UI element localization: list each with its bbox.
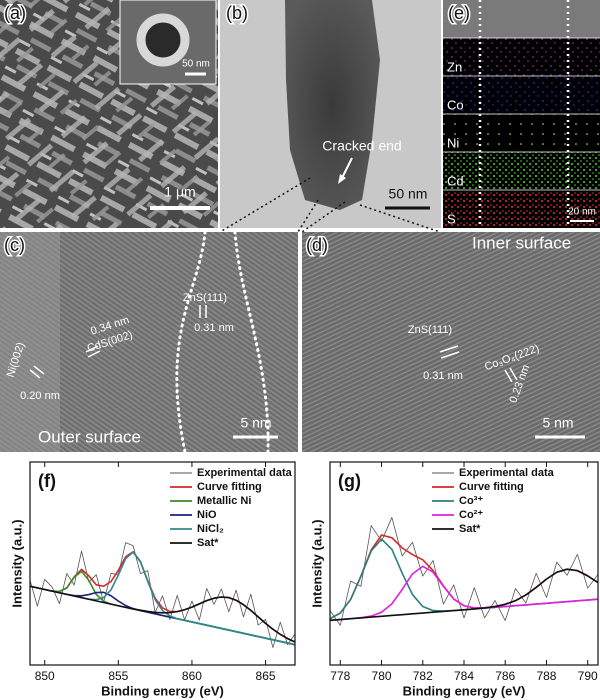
interface-line [175, 230, 207, 454]
panel-a: 50 nm 1 μm (a) [0, 0, 218, 228]
arrow-head [338, 174, 346, 184]
y-axis-label: Intensity (a.u.) [9, 519, 24, 607]
series-line [330, 568, 598, 622]
x-tick-label: 855 [108, 669, 128, 683]
fringe-markers [29, 305, 207, 379]
panel-label: (e) [448, 3, 470, 23]
scale-text: 5 nm [240, 415, 271, 431]
x-tick-label: 865 [256, 669, 276, 683]
element-label: Ni [447, 135, 459, 150]
axis-frame [29, 461, 296, 666]
element-label: Cd [447, 173, 464, 188]
legend-label: Sat* [197, 537, 219, 549]
plot-series [30, 542, 295, 648]
series-line [330, 565, 598, 622]
x-tick-label: 780 [372, 669, 392, 683]
guide-lines [478, 0, 570, 228]
legend-label: Curve fitting [459, 481, 524, 493]
legend-label: Metallic Ni [197, 495, 251, 507]
plot-area [330, 462, 598, 665]
series-line [30, 585, 295, 643]
element-label: S [447, 211, 456, 226]
fringe-markers [439, 345, 518, 383]
haadf-image [443, 0, 600, 38]
series-line [30, 542, 295, 648]
plot-area [30, 462, 295, 665]
legend-label: Experimental data [197, 467, 293, 479]
tube [285, 0, 380, 210]
x-tick-label: 860 [182, 669, 202, 683]
map-cd [443, 152, 600, 190]
x-tick-label: 850 [35, 669, 55, 683]
caption: Inner surface [472, 233, 571, 252]
legend-label: NiO [197, 509, 217, 521]
x-tick-label: 782 [413, 669, 433, 683]
legend-label: Co³⁺ [459, 495, 483, 507]
legend-label: Curve fitting [197, 481, 262, 493]
scale-text: 1 μm [164, 184, 195, 200]
panel-c: Ni(002) 0.20 nm 0.34 nm CdS(002) ZnS(111… [0, 230, 298, 454]
hrtem-shade [0, 232, 60, 452]
scale-text: 50 nm [389, 186, 428, 202]
panel-label: (a) [4, 3, 26, 23]
y-axis-label: Intensity (a.u.) [309, 519, 324, 607]
x-tick-label: 790 [578, 669, 598, 683]
map-zn [443, 38, 600, 76]
x-tick-label: 784 [454, 669, 474, 683]
spacing-label: 0.20 nm [20, 390, 60, 402]
spacing-label: 0.31 nm [423, 370, 463, 382]
scale-text: 5 nm [542, 415, 573, 431]
hrtem-image [302, 232, 600, 452]
panel-label: (f) [38, 471, 56, 491]
plane-label: ZnS(111) [408, 324, 452, 336]
legend-label: Sat* [459, 523, 481, 535]
arrow [341, 157, 353, 179]
scale-text: 20 nm [568, 207, 596, 218]
spacing-label: 0.31 nm [194, 322, 234, 334]
plane-label: ZnS(111) [183, 292, 227, 304]
x-axis-label: Binding energy (eV) [101, 683, 224, 698]
annotation: Cracked end [322, 138, 401, 154]
row-dividers [443, 37, 600, 191]
caption: Outer surface [38, 427, 141, 446]
element-label: Co [447, 97, 464, 112]
panel-b: Cracked end 50 nm (b) [219, 0, 441, 233]
panel-label: (d) [306, 235, 328, 255]
legend-label: NiCl₂ [197, 523, 224, 535]
interface-line [233, 230, 270, 454]
zoom-lines [219, 177, 441, 233]
element-label: Zn [447, 59, 462, 74]
x-tick-label: 778 [330, 669, 350, 683]
legend-label: Experimental data [459, 467, 555, 479]
plot-series [330, 517, 598, 626]
map-ni [443, 114, 600, 152]
panel-label: (c) [4, 235, 25, 255]
panel-label: (b) [226, 3, 248, 23]
panel-d: Inner surface ZnS(111) 0.31 nm Co₃O₄(222… [302, 232, 600, 452]
legend-label: Co²⁺ [459, 509, 483, 521]
inset-tube [136, 13, 190, 67]
map-co [443, 76, 600, 114]
x-tick-label: 786 [495, 669, 515, 683]
panel-e: Zn Co Ni Cd S 20 nm (e) [443, 0, 600, 228]
x-axis-label: Binding energy (eV) [403, 683, 526, 698]
scale-text: 50 nm [182, 59, 210, 70]
x-tick-label: 788 [536, 669, 556, 683]
panel-label: (g) [338, 471, 361, 491]
